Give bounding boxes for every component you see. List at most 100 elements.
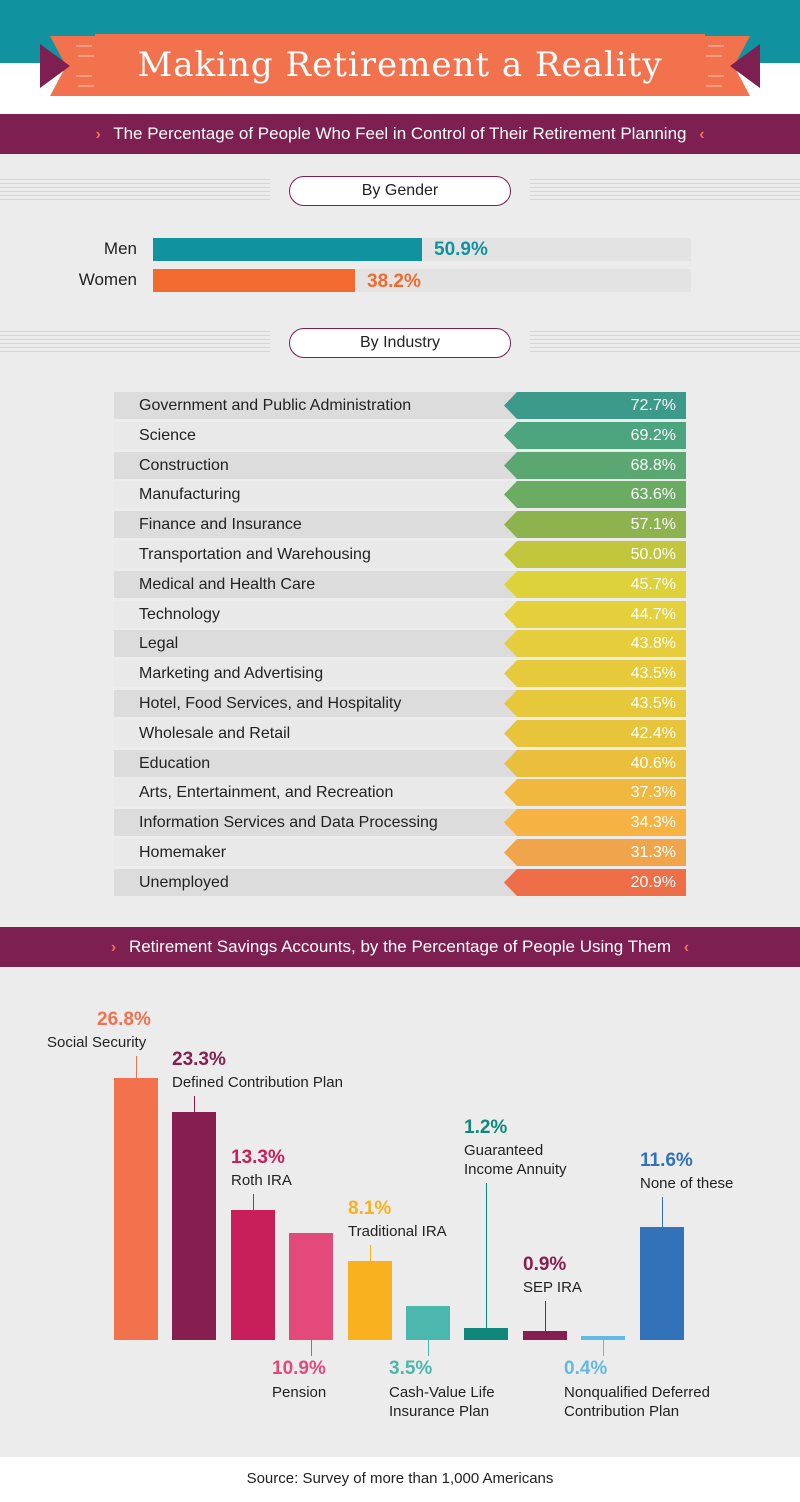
chevron-right-icon: › <box>110 939 117 956</box>
industry-value: 42.4% <box>630 725 676 742</box>
account-bar <box>581 1336 625 1340</box>
account-category-label: Defined Contribution Plan <box>172 1074 343 1091</box>
accounts-chart: 26.8% Social Security 23.3% Defined Contrib… <box>0 967 800 1457</box>
account-bar <box>640 1227 684 1340</box>
industry-value-tag: 57.1% <box>504 511 686 538</box>
industry-label: Marketing and Advertising <box>139 665 324 682</box>
industry-row: Wholesale and Retail 42.4% <box>114 720 686 747</box>
industry-value-tag: 34.3% <box>504 809 686 836</box>
industry-value-tag: 50.0% <box>504 541 686 568</box>
account-value-label: 10.9% <box>272 1358 326 1379</box>
industry-value: 20.9% <box>630 874 676 891</box>
gender-value-women: 38.2% <box>367 271 421 292</box>
industry-label: Science <box>139 427 196 444</box>
account-bar <box>289 1233 333 1340</box>
industry-row: Education 40.6% <box>114 750 686 777</box>
section-heading-accounts: › Retirement Savings Accounts, by the Pe… <box>0 927 800 967</box>
account-bar <box>464 1328 508 1340</box>
industry-row: Hotel, Food Services, and Hospitality 43.… <box>114 690 686 717</box>
label-leader-line <box>194 1096 195 1112</box>
industry-value-tag: 68.8% <box>504 452 686 479</box>
industry-value-tag: 69.2% <box>504 422 686 449</box>
industry-value: 43.5% <box>630 665 676 682</box>
industry-row: Information Services and Data Processing… <box>114 809 686 836</box>
account-category-label: None of these <box>640 1175 734 1192</box>
account-category-label: Traditional IRA <box>348 1223 447 1240</box>
industry-label: Transportation and Warehousing <box>139 546 371 563</box>
industry-value-tag: 72.7% <box>504 392 686 419</box>
gender-value-men: 50.9% <box>434 239 488 260</box>
industry-label: Government and Public Administration <box>139 397 412 414</box>
gender-label-women: Women <box>78 270 137 289</box>
label-leader-line <box>136 1056 137 1078</box>
account-bar <box>348 1261 392 1340</box>
industry-value-tag: 44.7% <box>504 601 686 628</box>
source-note: Source: Survey of more than 1,000 Americ… <box>246 1470 554 1487</box>
account-bar <box>406 1306 450 1340</box>
industry-value-tag: 37.3% <box>504 779 686 806</box>
account-category-label: Roth IRA <box>231 1172 292 1189</box>
industry-value: 31.3% <box>630 844 676 861</box>
account-value-label: 11.6% <box>640 1150 693 1171</box>
label-leader-line <box>428 1340 429 1356</box>
industry-value: 69.2% <box>630 427 676 444</box>
gender-pill: By Gender <box>289 176 511 206</box>
account-category-label: Social Security <box>47 1034 147 1051</box>
industry-value: 57.1% <box>630 516 676 533</box>
industry-row: Science 69.2% <box>114 422 686 449</box>
divider-stripes <box>0 179 270 203</box>
account-bar <box>231 1210 275 1340</box>
account-value-label: 26.8% <box>97 1009 151 1030</box>
industry-value: 72.7% <box>630 397 676 414</box>
account-value-label: 3.5% <box>389 1358 433 1379</box>
industry-row: Construction 68.8% <box>114 452 686 479</box>
industry-label: Hotel, Food Services, and Hospitality <box>139 695 402 712</box>
industry-label: Homemaker <box>139 844 227 861</box>
gender-label-men: Men <box>103 239 137 258</box>
account-category-label: Contribution Plan <box>564 1403 680 1420</box>
industry-value-tag: 42.4% <box>504 720 686 747</box>
ribbon-right-tail <box>700 36 760 96</box>
divider-stripes <box>530 179 800 203</box>
section-heading-text: The Percentage of People Who Feel in Con… <box>113 124 687 143</box>
industry-value: 68.8% <box>630 457 676 474</box>
industry-value: 43.8% <box>630 635 676 652</box>
industry-value: 45.7% <box>630 576 676 593</box>
label-leader-line <box>603 1340 604 1356</box>
industry-label: Legal <box>139 635 179 652</box>
gender-bar-men <box>153 238 422 261</box>
chevron-left-icon: ‹ <box>699 126 705 143</box>
divider-stripes <box>530 331 800 355</box>
account-value-label: 13.3% <box>231 1147 285 1168</box>
ribbon-left-tail <box>40 36 100 96</box>
account-value-label: 8.1% <box>348 1198 392 1219</box>
label-leader-line <box>545 1301 546 1331</box>
industry-value-tag: 63.6% <box>504 481 686 508</box>
title-ribbon <box>95 34 705 96</box>
account-category-label: Guaranteed <box>464 1142 544 1159</box>
account-category-label: SEP IRA <box>523 1279 582 1296</box>
industry-value: 43.5% <box>630 695 676 712</box>
industry-row: Homemaker 31.3% <box>114 839 686 866</box>
account-bar <box>114 1078 158 1340</box>
account-category-label: Cash-Value Life <box>389 1384 495 1401</box>
industry-row: Government and Public Administration 72.7… <box>114 392 686 419</box>
industry-value-tag: 31.3% <box>504 839 686 866</box>
industry-value: 44.7% <box>630 606 676 623</box>
account-category-label: Insurance Plan <box>389 1403 490 1420</box>
industry-row: Medical and Health Care 45.7% <box>114 571 686 598</box>
industry-value-tag: 43.5% <box>504 690 686 717</box>
industry-label: Information Services and Data Processing <box>139 814 438 831</box>
section-heading-text: Retirement Savings Accounts, by the Perc… <box>128 937 672 956</box>
industry-value: 40.6% <box>630 755 676 772</box>
industry-row: Finance and Insurance 57.1% <box>114 511 686 538</box>
industry-value-tag: 20.9% <box>504 869 686 896</box>
industry-row: Technology 44.7% <box>114 601 686 628</box>
industry-value: 37.3% <box>630 784 676 801</box>
industry-label: Medical and Health Care <box>139 576 316 593</box>
industry-value-tag: 43.8% <box>504 630 686 657</box>
account-category-label: Pension <box>272 1384 327 1401</box>
account-value-label: 1.2% <box>464 1117 508 1138</box>
industry-value: 34.3% <box>630 814 676 831</box>
industry-value-tag: 45.7% <box>504 571 686 598</box>
